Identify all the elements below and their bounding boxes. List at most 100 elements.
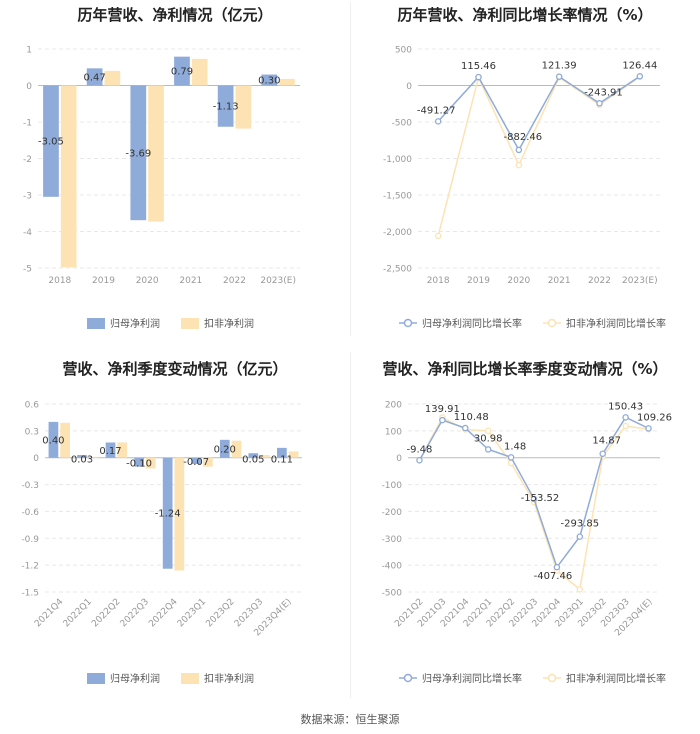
- bar-primary: [48, 421, 59, 458]
- bar-secondary: [174, 457, 185, 571]
- point-primary: [596, 100, 603, 107]
- x-tick-label: 2018: [427, 276, 450, 286]
- data-source-note: 数据来源：恒生聚源: [300, 713, 400, 726]
- point-primary: [553, 563, 561, 571]
- legend-label: 扣非净利润: [204, 317, 254, 330]
- data-label: -1.13: [213, 102, 239, 113]
- point-primary: [416, 457, 423, 464]
- legend-marker: [547, 673, 557, 683]
- bar-primary: [77, 455, 87, 458]
- bar-secondary: [145, 457, 156, 469]
- data-label: 0.79: [171, 67, 193, 78]
- bar-secondary: [60, 422, 70, 458]
- data-label: -1.24: [155, 509, 181, 520]
- data-label: 0.05: [242, 455, 264, 466]
- bar-primary: [86, 68, 103, 86]
- y-tick-label: -1,500: [383, 192, 412, 202]
- bar-primary: [134, 457, 144, 467]
- quarterly-profit-title: 营收、净利季度变动情况（亿元）: [62, 360, 288, 378]
- x-tick-label: 2020: [136, 276, 159, 286]
- y-tick-label: -0.3: [21, 481, 39, 491]
- vertical-divider-bottom: [350, 352, 351, 698]
- quarterly-growth-title: 营收、净利同比增长率季度变动情况（%）: [382, 360, 668, 378]
- data-label: 139.91: [425, 404, 460, 415]
- point-primary: [462, 424, 469, 432]
- legend-swatch: [87, 673, 105, 684]
- data-label: -293.85: [561, 519, 600, 530]
- bar-primary: [174, 56, 190, 86]
- x-tick-label: 2023Q1: [176, 597, 208, 629]
- point-primary: [475, 73, 482, 81]
- x-tick-label: 2023Q2: [204, 597, 236, 629]
- x-tick-label: 2022Q1: [62, 597, 94, 629]
- bar-primary: [105, 442, 116, 458]
- bar-secondary: [235, 85, 252, 129]
- point-secondary: [576, 586, 584, 593]
- y-tick-label: -1.2: [21, 562, 39, 572]
- legend-marker: [403, 318, 413, 328]
- y-tick-label: -2,500: [383, 265, 412, 275]
- y-tick-label: -1.5: [21, 589, 39, 599]
- x-tick-label: 2022Q4: [147, 597, 180, 630]
- y-tick-label: -1: [23, 119, 32, 129]
- x-tick-label: 2022Q3: [119, 597, 151, 629]
- point-primary: [434, 118, 442, 125]
- bar-secondary: [279, 78, 295, 86]
- y-tick-label: 500: [395, 46, 412, 56]
- data-label: 0.17: [99, 446, 121, 457]
- x-tick-label: 2021: [179, 276, 202, 286]
- bar-primary: [130, 85, 147, 221]
- bar-secondary: [117, 442, 128, 458]
- quarterly-growth-chart: 200 100 0 -100 -200 -300 -400 -500 -9.48 139.9111…: [382, 401, 672, 686]
- data-label: -491.27: [417, 105, 456, 116]
- bar-primary: [191, 457, 202, 464]
- y-tick-label: -0.6: [21, 508, 39, 518]
- data-label: 1.48: [504, 441, 526, 452]
- series-line-secondary: [437, 75, 641, 237]
- bar-secondary: [104, 70, 121, 86]
- bar-primary: [43, 85, 59, 197]
- legend-swatch: [181, 318, 199, 329]
- data-label: -0.07: [183, 457, 209, 468]
- point-primary: [555, 73, 563, 80]
- quarterly-profit-chart: 0.60.30-0.3-0.6-0.9-1.2-1.50.400.030.17-…: [21, 401, 302, 685]
- bar-secondary: [288, 451, 299, 458]
- y-tick-label: -200: [382, 508, 403, 518]
- y-tick-label: 100: [385, 427, 402, 437]
- bar-primary: [277, 447, 287, 458]
- legend-label: 扣非净利润同比增长率: [566, 317, 666, 330]
- data-label: -407.46: [534, 571, 573, 582]
- legend-marker: [547, 318, 557, 328]
- legend-label: 归母净利润同比增长率: [422, 317, 522, 330]
- data-label: -0.10: [126, 459, 152, 470]
- y-tick-label: -3: [23, 192, 32, 202]
- point-secondary: [622, 422, 629, 430]
- point-primary: [439, 416, 446, 424]
- y-tick-label: 0: [33, 454, 39, 464]
- x-tick-label: 2018: [48, 276, 71, 286]
- y-tick-label: -1,000: [383, 155, 412, 165]
- legend-label: 扣非净利润同比增长率: [566, 672, 666, 685]
- x-tick-label: 2022: [223, 276, 246, 286]
- y-tick-label: -300: [382, 535, 403, 545]
- point-primary: [599, 450, 606, 457]
- x-tick-label: 2022Q2: [90, 597, 122, 629]
- y-tick-label: 0: [406, 82, 412, 92]
- point-secondary: [434, 232, 442, 240]
- bar-primary: [162, 457, 173, 569]
- x-tick-label: 2021: [548, 276, 571, 286]
- point-primary: [645, 425, 652, 432]
- y-tick-label: -5: [23, 265, 32, 275]
- legend-label: 扣非净利润: [204, 672, 254, 685]
- y-tick-label: 0.6: [25, 401, 40, 411]
- data-label: 0.47: [84, 72, 106, 83]
- annual-growth-chart: 500 0 -500 -1,000 -1,500 -2,000 -2,500 -491.27 1…: [383, 46, 666, 331]
- bar-secondary: [148, 85, 164, 222]
- annual-profit-title: 历年营收、净利情况（亿元）: [77, 6, 273, 24]
- point-primary: [576, 533, 584, 540]
- legend-label: 归母净利润: [110, 672, 160, 685]
- x-tick-label: 2022: [588, 276, 611, 286]
- data-label: -3.69: [125, 148, 151, 159]
- point-primary: [636, 73, 644, 80]
